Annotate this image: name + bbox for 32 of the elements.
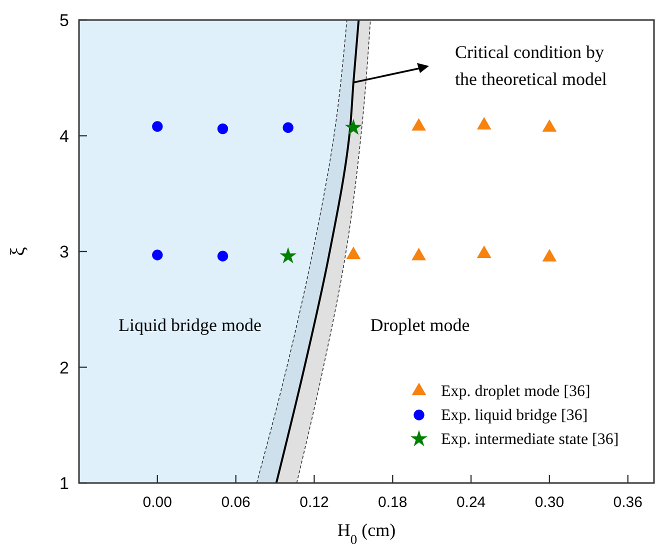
x-tick-label: 0.36 <box>613 494 642 511</box>
point <box>412 118 426 131</box>
x-axis-title: H$_{0}$ (cm) <box>337 520 396 544</box>
point <box>152 121 163 132</box>
x-tick-label: 0.24 <box>456 494 486 511</box>
x-tick-label: 0.18 <box>378 494 408 511</box>
point <box>542 119 557 132</box>
point <box>476 117 492 130</box>
point <box>412 248 426 260</box>
annotation: Critical condition by the theoretical model <box>455 42 607 89</box>
legend-label: Exp. liquid bridge [36] <box>441 407 588 424</box>
y-tick-label: 4 <box>60 126 69 146</box>
y-tick-label: 1 <box>60 474 69 493</box>
point <box>542 248 557 262</box>
point <box>217 123 228 134</box>
point <box>344 118 362 135</box>
annotation: Liquid bridge mode <box>118 315 262 335</box>
y-tick-label: 2 <box>60 358 69 378</box>
x-tick-label: 0.00 <box>142 494 172 511</box>
annotation: Droplet mode <box>370 315 470 335</box>
legend-label: Exp. droplet mode [36] <box>441 383 590 400</box>
point <box>346 246 361 260</box>
point <box>280 247 297 264</box>
x-tick-label: 0.06 <box>221 494 250 511</box>
y-axis-title: ξ <box>7 246 29 256</box>
x-tick-label: 0.12 <box>300 494 329 511</box>
point <box>476 245 492 258</box>
y-tick-label: 3 <box>60 242 69 262</box>
point <box>282 122 294 133</box>
x-tick-label: 0.30 <box>534 494 564 511</box>
y-tick-label: 5 <box>60 11 69 30</box>
legend-label: Exp. intermediate state [36] <box>441 431 619 448</box>
